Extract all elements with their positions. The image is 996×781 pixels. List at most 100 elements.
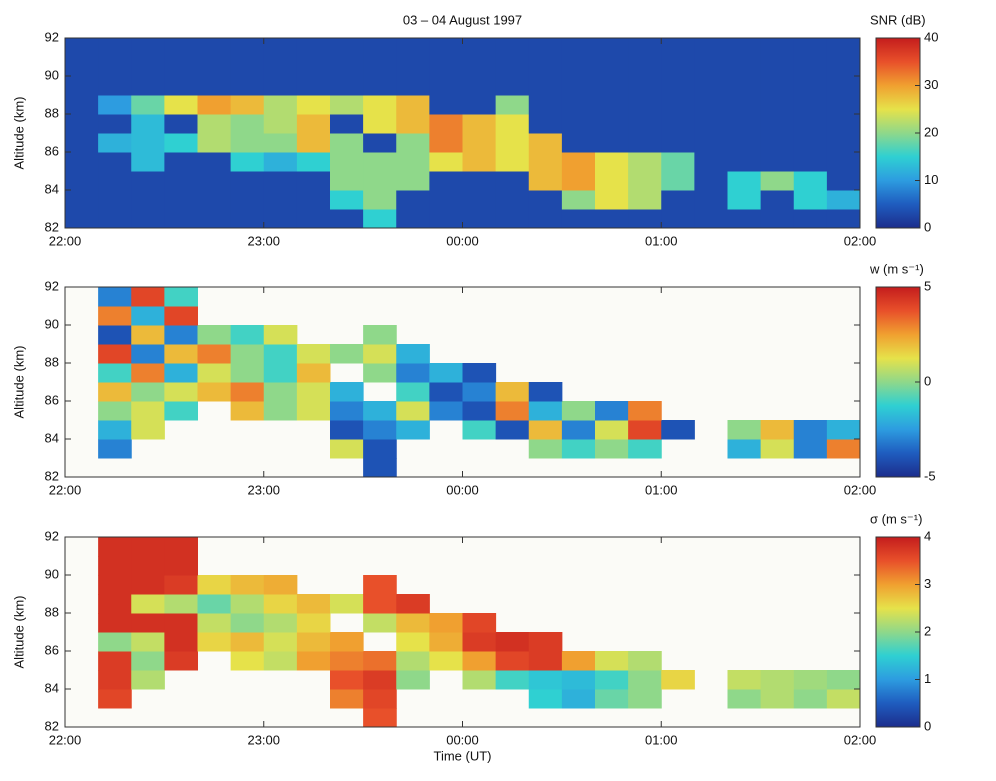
heatmap-cell [296, 613, 331, 633]
x-tick-label: 22:00 [49, 482, 82, 497]
x-tick-label: 02:00 [844, 482, 877, 497]
heatmap-cell [230, 38, 265, 58]
heatmap-cell [396, 95, 430, 115]
heatmap-cell [793, 152, 828, 172]
heatmap-cell [826, 190, 861, 210]
heatmap-cell [363, 171, 397, 191]
y-tick-label: 92 [45, 29, 59, 44]
heatmap-cell [528, 95, 563, 115]
heatmap-cell [197, 57, 232, 77]
heatmap-cell [263, 152, 298, 172]
heatmap-cell [462, 401, 497, 421]
heatmap-cell [595, 152, 629, 172]
heatmap-cell [429, 401, 463, 421]
heatmap-cell [661, 114, 695, 134]
heatmap-cell [230, 632, 265, 652]
y-axis-label: Altitude (km) [11, 596, 26, 669]
heatmap-cell [131, 306, 165, 326]
heatmap-cell [65, 57, 99, 77]
heatmap-cell [462, 363, 497, 383]
x-tick-label: 01:00 [645, 233, 678, 248]
heatmap-cell [528, 57, 563, 77]
heatmap-cell [760, 420, 795, 440]
heatmap-cell [826, 152, 861, 172]
heatmap-cell [65, 114, 99, 134]
heatmap-cell [727, 76, 762, 96]
heatmap-cell [296, 190, 331, 210]
heatmap-cell [230, 575, 265, 595]
heatmap-cell [296, 133, 331, 153]
heatmap-cell [561, 114, 596, 134]
heatmap-cell [330, 76, 364, 96]
heatmap-cell [429, 133, 463, 153]
x-tick-label: 01:00 [645, 732, 678, 747]
heatmap-cell [595, 57, 629, 77]
heatmap-cell [495, 632, 530, 652]
heatmap-cell [131, 575, 165, 595]
heatmap-cell [429, 57, 463, 77]
heatmap-cell [98, 76, 132, 96]
x-tick-label: 00:00 [446, 233, 479, 248]
heatmap-cell [396, 670, 430, 690]
heatmap-cell [628, 401, 662, 421]
heatmap-cell [727, 209, 762, 229]
heatmap-cell [197, 363, 232, 383]
heatmap-cell [263, 133, 298, 153]
heatmap-cell [495, 57, 530, 77]
chart-title: 03 – 04 August 1997 [403, 12, 522, 27]
heatmap-cell [495, 670, 530, 690]
heatmap-cell [561, 133, 596, 153]
heatmap-cell [727, 95, 762, 115]
x-tick-label: 22:00 [49, 233, 82, 248]
heatmap-cell [561, 171, 596, 191]
heatmap-cell [694, 133, 728, 153]
heatmap-cell [595, 670, 629, 690]
heatmap-cell [230, 209, 265, 229]
heatmap-cell [230, 114, 265, 134]
x-tick-label: 23:00 [247, 482, 280, 497]
x-tick-label: 02:00 [844, 233, 877, 248]
heatmap-cell [131, 594, 165, 614]
heatmap-cell [760, 38, 795, 58]
heatmap-cell [330, 344, 364, 364]
heatmap-cell [694, 152, 728, 172]
heatmap-cell [793, 38, 828, 58]
heatmap-cell [363, 401, 397, 421]
heatmap-cell [131, 420, 165, 440]
y-tick-label: 84 [45, 680, 59, 695]
colorbar-label: σ (m s⁻¹) [870, 511, 922, 526]
heatmap-cell [131, 152, 165, 172]
heatmap-cell [263, 382, 298, 402]
heatmap-cell [595, 209, 629, 229]
heatmap-cell [595, 190, 629, 210]
heatmap-cell [363, 190, 397, 210]
heatmap-cell [628, 190, 662, 210]
heatmap-cell [462, 670, 497, 690]
heatmap-cell [65, 190, 99, 210]
heatmap-cell [528, 171, 563, 191]
heatmap-cell [727, 152, 762, 172]
heatmap-cell [495, 76, 530, 96]
heatmap-cell [826, 76, 861, 96]
heatmap-cell [263, 38, 298, 58]
heatmap-cell [131, 651, 165, 671]
heatmap-cell [197, 382, 232, 402]
heatmap-cell [363, 133, 397, 153]
heatmap-cell [528, 382, 563, 402]
heatmap-cell [164, 76, 198, 96]
heatmap-cell [263, 171, 298, 191]
heatmap-cell [330, 38, 364, 58]
heatmap-cell [495, 420, 530, 440]
heatmap-cell [528, 209, 563, 229]
heatmap-cell [826, 689, 861, 709]
heatmap-cell [330, 594, 364, 614]
heatmap-cell [131, 613, 165, 633]
heatmap-cell [826, 439, 861, 459]
heatmap-cell [164, 594, 198, 614]
heatmap-cell [296, 171, 331, 191]
y-tick-label: 84 [45, 181, 59, 196]
heatmap-cell [396, 114, 430, 134]
y-tick-label: 82 [45, 468, 59, 483]
colorbar [875, 536, 921, 728]
heatmap-cell [462, 76, 497, 96]
